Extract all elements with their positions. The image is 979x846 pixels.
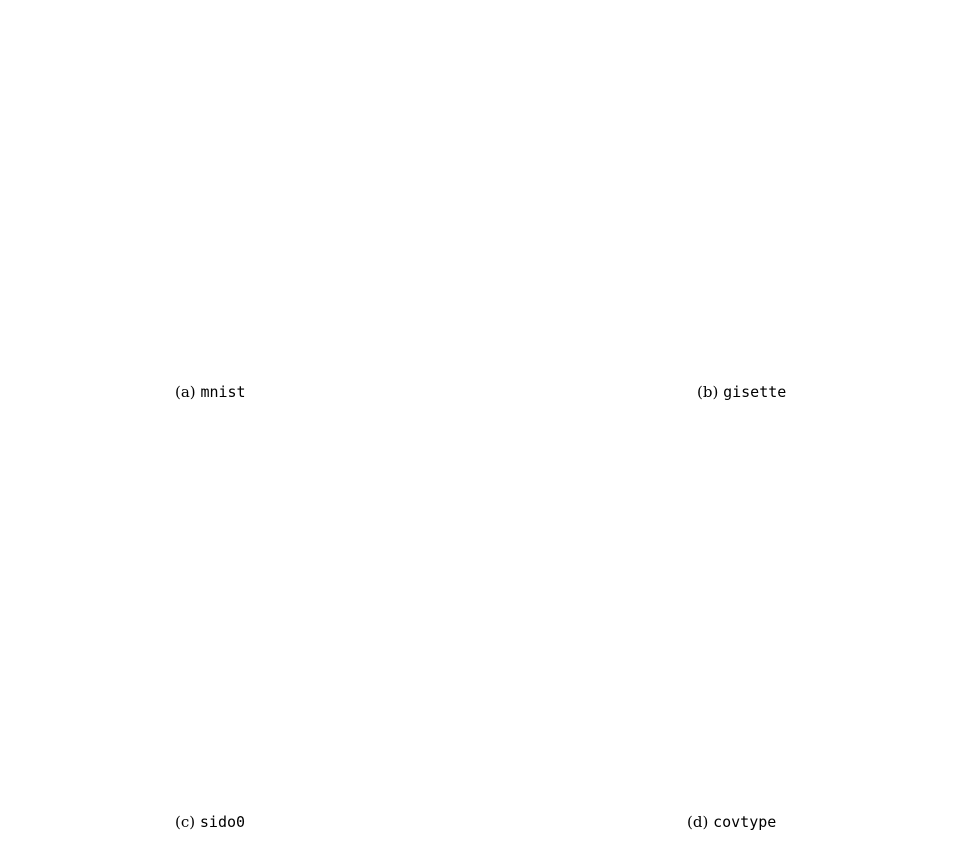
- caption-d: (d) covtype: [687, 813, 776, 831]
- caption-a: (a) mnist: [175, 383, 246, 401]
- caption-c: (c) sido0: [175, 813, 245, 831]
- caption-dataset-d: covtype: [713, 813, 777, 831]
- chart-svg-c: [0, 423, 489, 763]
- caption-label-c: (c): [175, 813, 196, 831]
- caption-dataset-b: gisette: [723, 383, 787, 401]
- chart-panel-b: (b) gisette: [510, 0, 979, 423]
- caption-b: (b) gisette: [697, 383, 786, 401]
- caption-dataset-a: mnist: [200, 383, 246, 401]
- chart-panel-d: (d) covtype: [510, 423, 979, 846]
- chart-svg-d: [510, 423, 979, 763]
- chart-panel-a: (a) mnist: [0, 0, 489, 423]
- caption-label-a: (a): [175, 383, 196, 401]
- caption-label-d: (d): [687, 813, 709, 831]
- chart-svg-b: [510, 0, 979, 340]
- chart-svg-a: [0, 0, 489, 340]
- caption-label-b: (b): [697, 383, 719, 401]
- chart-panel-c: (c) sido0: [0, 423, 489, 846]
- caption-dataset-c: sido0: [199, 813, 246, 831]
